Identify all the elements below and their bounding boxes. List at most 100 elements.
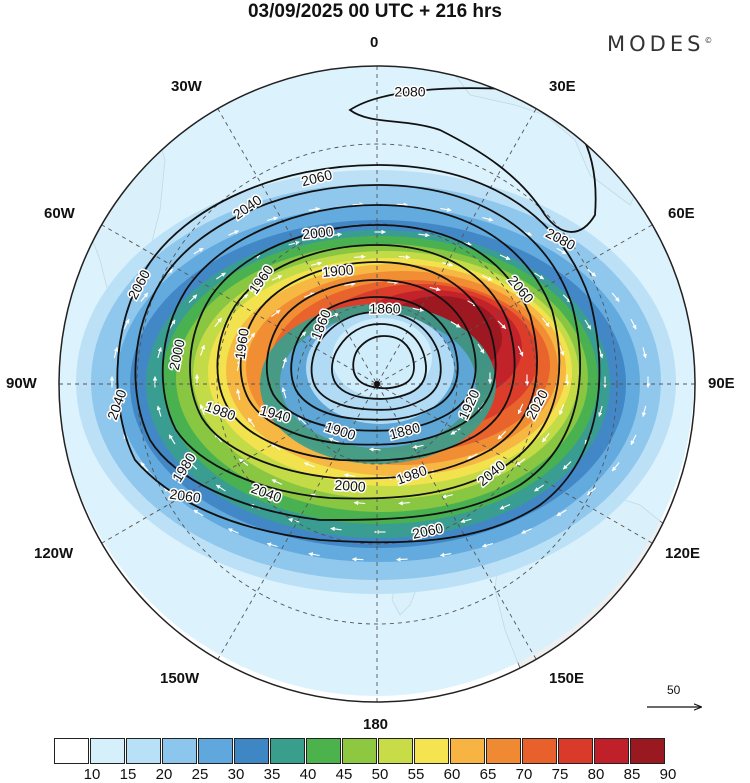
wind-vector-arrow: [559, 404, 565, 416]
wind-vector-arrow: [199, 344, 205, 356]
longitude-label-90w: 90W: [6, 375, 37, 392]
contour-1980: [216, 244, 516, 462]
colorbar-label: 85: [623, 766, 641, 783]
longitude-label-30w: 30W: [171, 78, 202, 95]
wind-vector-arrow: [163, 487, 174, 496]
colorbar-label: 70: [515, 766, 533, 783]
colorbar-swatch: [126, 738, 161, 764]
wind-vector-arrow: [236, 388, 241, 401]
wind-vector-arrow: [328, 437, 340, 443]
wind-vector-arrow: [228, 230, 239, 236]
contour-2000: [189, 224, 538, 480]
wind-vector-arrow: [398, 500, 410, 506]
wind-vector-arrow: [562, 294, 572, 303]
map-boundary: [58, 65, 696, 703]
wind-vector-arrow: [396, 202, 409, 207]
wind-vector-arrow: [642, 347, 647, 359]
contour-1960: [239, 261, 497, 446]
wind-vector-arrow: [584, 319, 592, 330]
colorbar-label: 40: [299, 766, 317, 783]
wind-vector-arrow: [517, 403, 524, 415]
contour-1860: [352, 335, 415, 390]
wind-vector-arrow: [521, 528, 532, 534]
longitude-label-180: 180: [363, 716, 389, 733]
wind-vector-arrow: [193, 509, 204, 517]
wind-vector-arrow: [113, 346, 119, 359]
wind-vector-arrow: [199, 404, 205, 415]
wind-vector-arrow: [304, 292, 316, 298]
wind-vector-arrow: [168, 434, 176, 445]
wind-vector-arrow: [412, 307, 424, 312]
colorbar-label: 60: [443, 766, 461, 783]
wind-vector-arrow: [308, 207, 321, 212]
wind-vector-arrow: [353, 500, 366, 506]
logo-text: MODES: [607, 32, 705, 56]
colorbar-swatch: [414, 738, 449, 764]
colorbar-swatch: [594, 738, 629, 764]
wind-vector-arrow: [467, 453, 478, 460]
wind-vector-arrow: [450, 321, 461, 328]
colorbar-swatch: [162, 738, 197, 764]
wind-vector-arrow: [344, 282, 356, 287]
wind-vector-arrow: [271, 275, 283, 281]
colorbar-label: 20: [155, 766, 173, 783]
wind-vector-arrow: [328, 313, 340, 319]
longitude-label-120e: 120E: [665, 545, 701, 562]
wind-vector-arrow: [238, 294, 249, 302]
colorbar-swatch: [198, 738, 233, 764]
wind-vector-arrow: [481, 542, 494, 548]
colorbar-swatch: [630, 738, 665, 764]
wind-vector-arrow: [398, 254, 411, 260]
colorbar-swatch: [378, 738, 413, 764]
contour-label: 2060: [169, 486, 202, 506]
colorbar-label: 90: [659, 766, 677, 783]
colorbar-label: 10: [83, 766, 101, 783]
wind-vector-arrow: [351, 557, 364, 562]
contour-label: 1900: [322, 261, 355, 280]
wind-vector-arrow: [297, 416, 307, 425]
contour-2040: [134, 184, 581, 521]
wind-vector-arrow: [586, 268, 597, 277]
longitude-label-30e: 30E: [549, 78, 576, 95]
south-pole-marker: [374, 381, 380, 387]
wind-vector-arrow: [481, 479, 493, 485]
colorbar-swatch: [450, 738, 485, 764]
wind-vector-arrow: [247, 417, 256, 428]
longitude-label-150w: 150W: [160, 670, 200, 687]
contour-2060: [116, 164, 601, 544]
wind-vector-arrow: [559, 345, 565, 356]
wind-vector-arrow: [369, 304, 382, 309]
colorbar-swatches: [54, 738, 666, 764]
map-title: 03/09/2025 00 UTC + 216 hrs: [247, 1, 503, 22]
wind-vector-arrow: [247, 332, 256, 343]
wind-vector-arrow: [441, 494, 454, 499]
colorbar-label: 35: [263, 766, 281, 783]
longitude-label-150e: 150E: [549, 670, 585, 687]
wind-vectors: [109, 202, 651, 562]
wind-vector-arrow: [308, 552, 320, 557]
wind-vector-arrow: [214, 317, 223, 328]
wind-vector-arrow: [140, 462, 149, 472]
contour-label: 2000: [334, 477, 366, 495]
latitude-circle: [296, 303, 458, 465]
wind-vector-arrow: [412, 444, 424, 449]
logo-mark: ©: [704, 36, 713, 45]
colorbar-swatch: [558, 738, 593, 764]
wind-vector-arrow: [238, 458, 249, 466]
wind-vector-arrow: [482, 216, 494, 222]
wind-vector-arrow: [598, 347, 604, 359]
wind-vector-arrow: [369, 447, 381, 452]
wind-vector-arrow: [354, 254, 366, 260]
wind-vector-arrow: [477, 343, 485, 354]
wind-vector-arrow: [541, 317, 550, 328]
wind-vector-arrow: [270, 442, 281, 451]
wind-vector-arrow: [168, 319, 176, 330]
colorbar-label: 45: [335, 766, 353, 783]
wind-vector-arrow: [113, 405, 118, 417]
reference-vector-label: 50: [667, 683, 681, 697]
wind-vector-arrow: [352, 202, 364, 207]
colorbar-swatch: [54, 738, 89, 764]
colorbar-swatch: [306, 738, 341, 764]
wind-vector-arrow: [598, 405, 603, 417]
